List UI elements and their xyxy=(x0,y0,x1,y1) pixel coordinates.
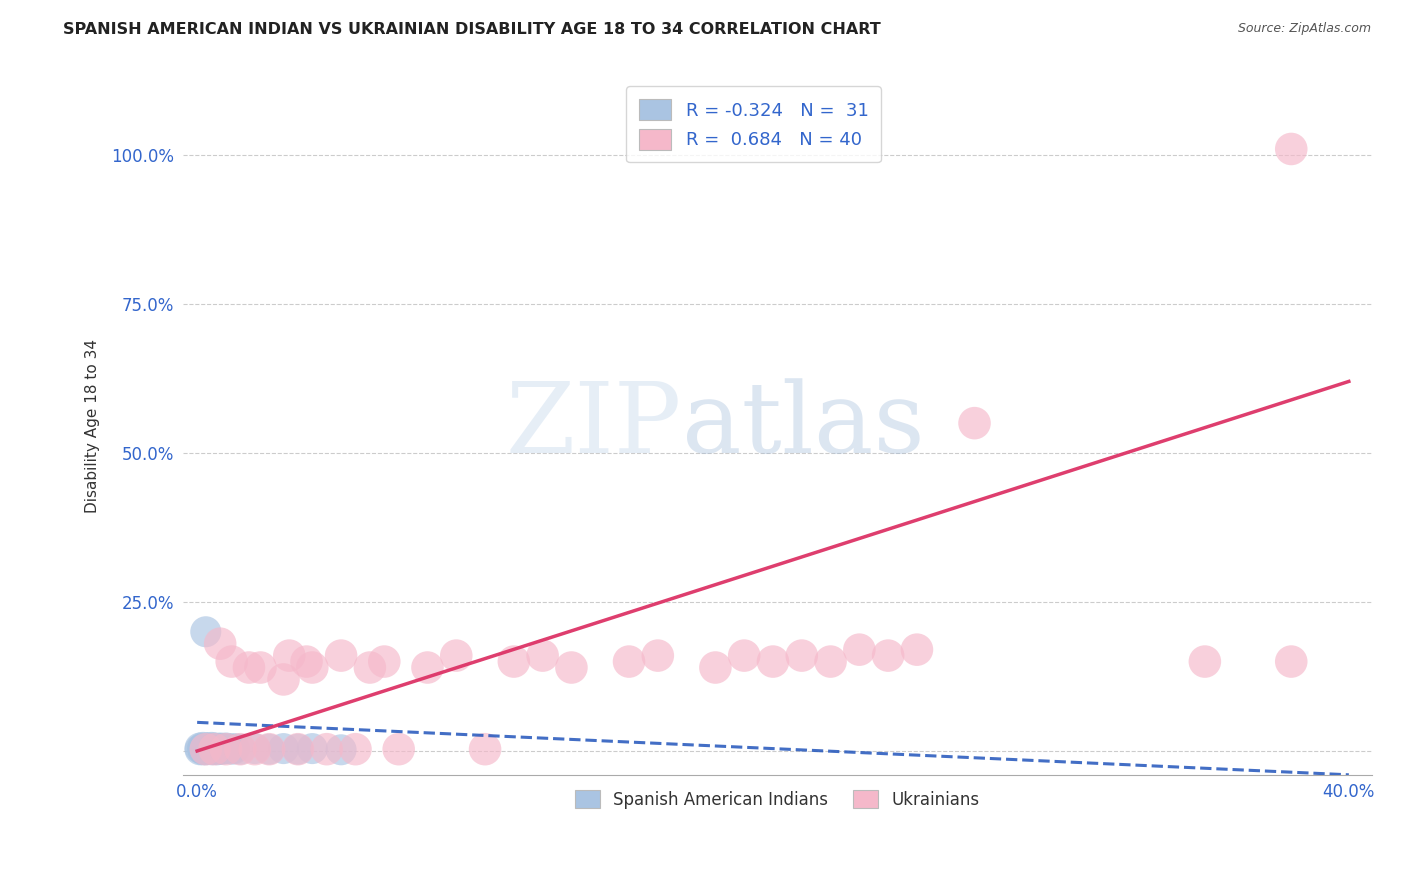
Point xyxy=(273,673,295,687)
Point xyxy=(848,642,870,657)
Point xyxy=(212,742,235,756)
Point xyxy=(215,741,238,756)
Point xyxy=(209,742,232,756)
Point xyxy=(273,741,295,756)
Point xyxy=(243,741,266,756)
Point xyxy=(200,743,222,757)
Text: atlas: atlas xyxy=(682,378,925,474)
Point xyxy=(287,742,309,756)
Point xyxy=(820,655,842,669)
Point xyxy=(301,660,323,674)
Point xyxy=(188,741,211,756)
Point xyxy=(194,624,217,639)
Point xyxy=(295,655,318,669)
Point xyxy=(215,742,238,756)
Point xyxy=(221,742,243,756)
Point xyxy=(257,742,280,756)
Point xyxy=(315,742,337,756)
Y-axis label: Disability Age 18 to 34: Disability Age 18 to 34 xyxy=(86,339,100,513)
Point xyxy=(474,742,496,756)
Point xyxy=(502,655,524,669)
Point xyxy=(733,648,755,663)
Point xyxy=(224,741,246,756)
Point xyxy=(704,660,727,674)
Point xyxy=(229,742,252,756)
Point xyxy=(191,743,214,757)
Point xyxy=(1279,142,1302,156)
Legend: Spanish American Indians, Ukrainians: Spanish American Indians, Ukrainians xyxy=(568,784,987,815)
Point xyxy=(762,655,785,669)
Point xyxy=(1194,655,1216,669)
Point xyxy=(416,660,439,674)
Point xyxy=(257,742,280,756)
Point xyxy=(215,741,238,756)
Point xyxy=(446,648,468,663)
Point xyxy=(204,741,226,756)
Point xyxy=(287,742,309,756)
Point xyxy=(221,655,243,669)
Point xyxy=(647,648,669,663)
Point xyxy=(188,743,211,757)
Point xyxy=(359,660,381,674)
Point xyxy=(877,648,900,663)
Point xyxy=(191,740,214,755)
Point xyxy=(344,742,367,756)
Point xyxy=(194,742,217,756)
Point xyxy=(249,660,271,674)
Point xyxy=(200,741,222,756)
Point xyxy=(207,743,229,757)
Point xyxy=(229,742,252,756)
Point xyxy=(963,416,986,430)
Point xyxy=(330,648,353,663)
Point xyxy=(191,741,214,756)
Text: Source: ZipAtlas.com: Source: ZipAtlas.com xyxy=(1237,22,1371,36)
Point xyxy=(194,743,217,757)
Point xyxy=(209,741,232,756)
Point xyxy=(204,742,226,756)
Point xyxy=(531,648,554,663)
Point xyxy=(194,741,217,756)
Point xyxy=(905,642,928,657)
Point xyxy=(1279,655,1302,669)
Point xyxy=(301,741,323,756)
Point xyxy=(388,742,411,756)
Point xyxy=(204,742,226,756)
Point xyxy=(373,655,395,669)
Point xyxy=(209,637,232,651)
Point xyxy=(207,741,229,756)
Text: SPANISH AMERICAN INDIAN VS UKRAINIAN DISABILITY AGE 18 TO 34 CORRELATION CHART: SPANISH AMERICAN INDIAN VS UKRAINIAN DIS… xyxy=(63,22,882,37)
Point xyxy=(617,655,640,669)
Point xyxy=(238,660,260,674)
Point xyxy=(560,660,582,674)
Point xyxy=(197,741,219,756)
Point xyxy=(278,648,301,663)
Point xyxy=(330,743,353,757)
Point xyxy=(197,742,219,756)
Point xyxy=(243,742,266,756)
Point xyxy=(790,648,813,663)
Point xyxy=(200,740,222,755)
Text: ZIP: ZIP xyxy=(506,378,682,474)
